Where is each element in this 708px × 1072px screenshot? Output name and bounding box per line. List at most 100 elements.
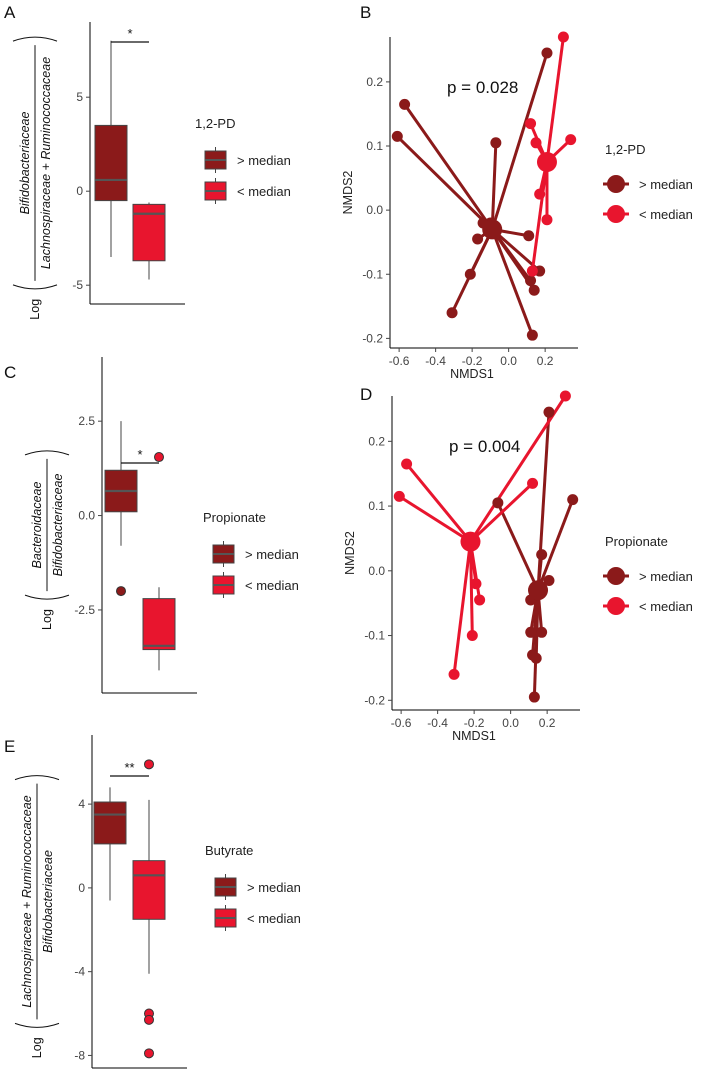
y-tick-label: 0.2 (366, 75, 383, 89)
box-outlier-point (116, 586, 126, 597)
y-tick-label: -0.2 (364, 693, 385, 707)
scatter-point (466, 630, 478, 642)
scatter-point (446, 307, 458, 319)
spider-segment (398, 495, 472, 543)
scatter-point (525, 275, 537, 287)
y-tick-label: 0 (78, 881, 85, 895)
scatter-point (474, 594, 486, 606)
scatter-point (526, 265, 538, 277)
y-tick-label: 0.1 (368, 499, 385, 513)
x-tick-label: 0.2 (537, 354, 554, 368)
y-tick-label: 2.5 (78, 414, 95, 428)
spider-segment (490, 52, 549, 230)
y-tick-label: 0.0 (78, 509, 95, 523)
y-tick-label: 0.2 (368, 434, 385, 448)
legend-label: > median (237, 153, 291, 168)
y-tick-label: -8 (74, 1048, 85, 1062)
panel-letter: C (4, 363, 16, 382)
p-value-annotation: p = 0.004 (449, 437, 520, 456)
legend-label: > median (639, 177, 693, 192)
y-axis-label: Log Bifidobacteriaceae Lachnospiraceae + R… (12, 36, 58, 320)
spider-segment (491, 228, 541, 273)
legend-title: 1,2-PD (605, 142, 645, 157)
legend-label: < median (245, 578, 299, 593)
y-label-paren-left (14, 1022, 60, 1028)
centroid-point (482, 219, 503, 240)
y-label-log: Log (40, 609, 54, 630)
legend-D: Propionate > median < median (603, 534, 693, 615)
spider-segment (403, 103, 494, 231)
legend-label: < median (639, 599, 693, 614)
x-tick-label: 0.0 (502, 716, 519, 730)
centroid-point (528, 580, 549, 601)
legend-label: < median (237, 184, 291, 199)
significance-label: ** (124, 760, 134, 775)
scatter-point (543, 575, 555, 587)
box-below-median (132, 860, 166, 920)
box-outlier-point (154, 452, 164, 463)
scatter-point (559, 390, 571, 402)
y-label-numerator: Bifidobacteriaceae (18, 112, 32, 215)
legend-C: Propionate > median < median (203, 510, 299, 598)
legend-label: < median (247, 911, 301, 926)
x-tick-label: 0.0 (500, 354, 517, 368)
y-tick-label: 0.0 (368, 564, 385, 578)
scatter-point (448, 668, 460, 680)
panel-D: D -0.2 -0.1 0.0 0.1 0.2 -0.6 -0.4 -0.2 0.0 0.2 NMDS… (343, 385, 580, 743)
x-axis-title: NMDS1 (452, 729, 496, 743)
scatter-point (401, 458, 413, 470)
y-label-log: Log (28, 299, 42, 320)
y-axis-title: NMDS2 (341, 171, 355, 215)
y-axis-title: NMDS2 (343, 531, 357, 575)
spider-segment (396, 135, 494, 231)
legend-key-point (607, 175, 625, 193)
y-label-log: Log (30, 1037, 44, 1058)
scatter-point (541, 47, 553, 59)
scatter-point (565, 134, 577, 146)
x-tick-label: -0.2 (464, 716, 485, 730)
legend-label: > median (639, 569, 693, 584)
scatter-point (472, 233, 484, 245)
box-below-median (142, 598, 176, 651)
y-axis-label: Log Lachnospiraceae + Ruminococcaceae Bifi… (14, 775, 60, 1058)
legend-B: 1,2-PD > median < median (603, 142, 693, 223)
panel-letter: D (360, 385, 372, 404)
box-outlier-point (144, 1014, 154, 1025)
x-tick-label: -0.4 (427, 716, 448, 730)
legend-label: < median (639, 207, 693, 222)
scatter-point (536, 549, 548, 561)
legend-A: 1,2-PD > median < median (195, 116, 291, 204)
scatter-point (492, 497, 504, 509)
y-tick-label: -0.1 (362, 267, 383, 281)
y-label-denominator: Bifidobacteriaceae (51, 474, 65, 577)
scatter-point (528, 284, 540, 296)
y-label-numerator: Bacteroidaceae (30, 482, 44, 569)
scatter-point (536, 626, 548, 638)
panel-letter: A (4, 3, 16, 22)
x-axis-title: NMDS1 (450, 367, 494, 381)
scatter-point (530, 137, 542, 149)
legend-key-point (607, 597, 625, 615)
y-tick-label: -0.2 (362, 331, 383, 345)
x-tick-label: -0.4 (425, 354, 446, 368)
panel-B: B -0.2 -0.1 0.0 0.1 0.2 -0.6 -0.4 -0.2 0.0 0.2 NMDS… (341, 3, 578, 381)
spider-segment (468, 541, 474, 636)
panel-E: E -8 -4 0 4 Log Lachnospiraceae + Ruminococcac… (4, 735, 187, 1069)
scatter-point (567, 494, 579, 506)
box-above-median (93, 801, 127, 845)
scatter-point (523, 230, 535, 242)
y-tick-label: 5 (76, 90, 83, 104)
y-tick-label: 0 (76, 184, 83, 198)
legend-title: 1,2-PD (195, 116, 235, 131)
scatter-point (399, 98, 411, 110)
y-label-paren-right (14, 775, 60, 781)
p-value-annotation: p = 0.028 (447, 78, 518, 97)
x-tick-label: -0.6 (391, 716, 412, 730)
spider-segment (545, 36, 565, 163)
spider-segment (469, 482, 534, 543)
legend-title: Propionate (605, 534, 668, 549)
spider-segment (469, 395, 567, 543)
centroid-point (460, 531, 481, 552)
x-tick-label: 0.2 (539, 716, 556, 730)
